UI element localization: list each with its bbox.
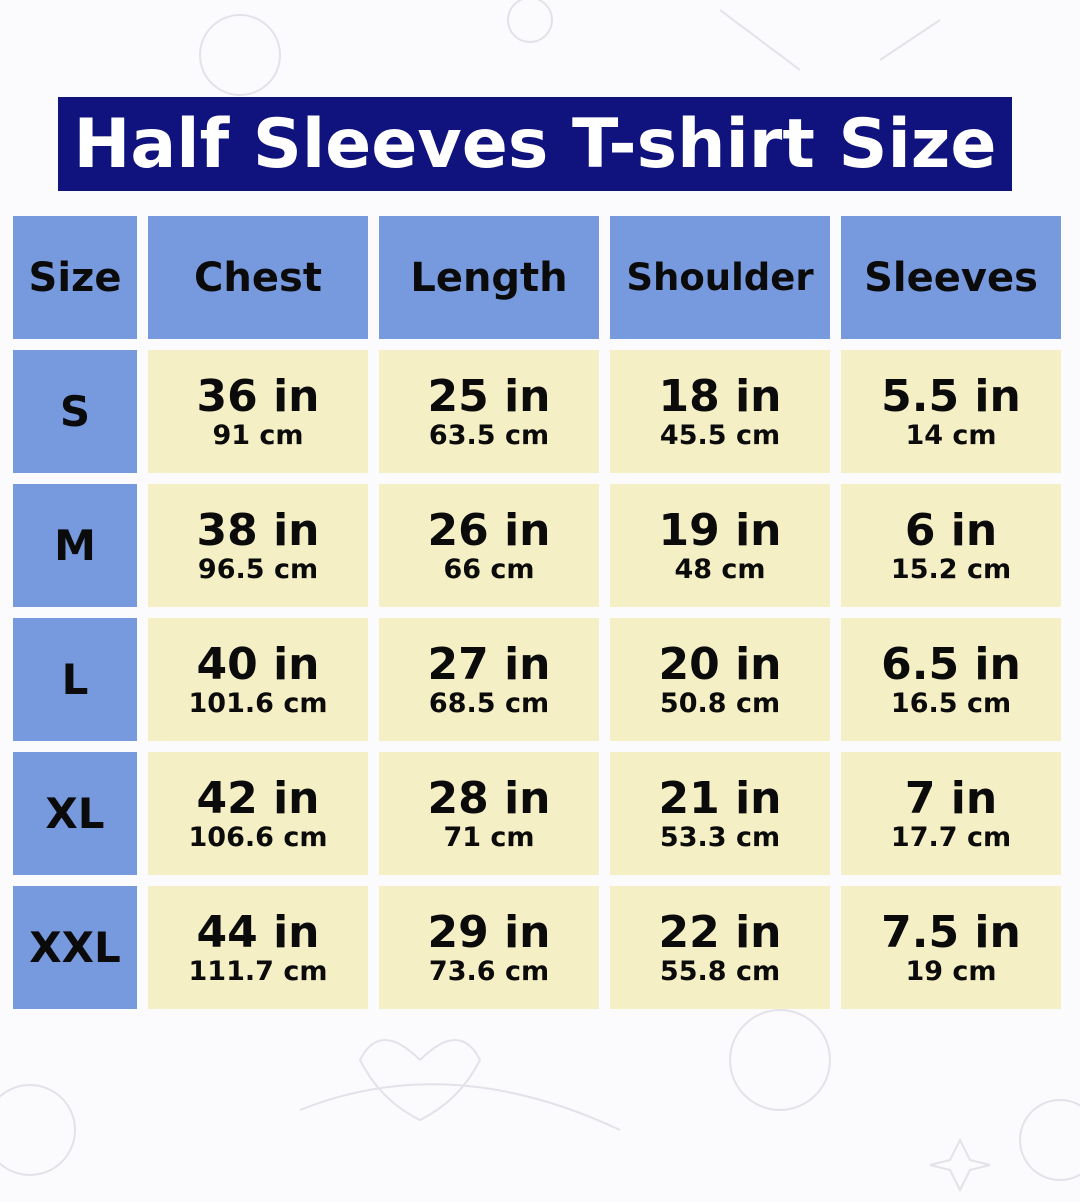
value-inches: 40 in (196, 638, 320, 690)
size-label: S (13, 350, 137, 473)
header-size: Size (13, 216, 137, 339)
value-cm: 111.7 cm (188, 955, 328, 987)
size-label: M (13, 484, 137, 607)
cell-length: 25 in 63.5 cm (379, 350, 599, 473)
value-inches: 21 in (658, 772, 782, 824)
cell-shoulder: 20 in 50.8 cm (610, 618, 830, 741)
size-chart-table: Size Chest Length Shoulder Sleeves S 36 i… (13, 216, 1061, 1009)
value-cm: 45.5 cm (659, 419, 781, 451)
value-cm: 15.2 cm (890, 553, 1012, 585)
value-cm: 91 cm (212, 419, 304, 451)
cell-chest: 44 in 111.7 cm (148, 886, 368, 1009)
value-cm: 101.6 cm (188, 687, 328, 719)
header-chest: Chest (148, 216, 368, 339)
cell-sleeves: 7.5 in 19 cm (841, 886, 1061, 1009)
value-inches: 6.5 in (881, 638, 1021, 690)
cell-sleeves: 6.5 in 16.5 cm (841, 618, 1061, 741)
value-inches: 19 in (658, 504, 782, 556)
header-shoulder: Shoulder (610, 216, 830, 339)
size-label: XL (13, 752, 137, 875)
value-inches: 6 in (904, 504, 998, 556)
cell-shoulder: 21 in 53.3 cm (610, 752, 830, 875)
value-inches: 36 in (196, 370, 320, 422)
value-cm: 53.3 cm (659, 821, 781, 853)
size-label: XXL (13, 886, 137, 1009)
cell-chest: 36 in 91 cm (148, 350, 368, 473)
value-cm: 73.6 cm (428, 955, 550, 987)
value-cm: 96.5 cm (197, 553, 319, 585)
value-cm: 68.5 cm (428, 687, 550, 719)
value-cm: 66 cm (443, 553, 535, 585)
value-inches: 27 in (427, 638, 551, 690)
value-inches: 29 in (427, 906, 551, 958)
value-cm: 55.8 cm (659, 955, 781, 987)
value-cm: 71 cm (443, 821, 535, 853)
header-length: Length (379, 216, 599, 339)
value-inches: 26 in (427, 504, 551, 556)
cell-chest: 40 in 101.6 cm (148, 618, 368, 741)
cell-length: 27 in 68.5 cm (379, 618, 599, 741)
size-label: L (13, 618, 137, 741)
value-cm: 14 cm (905, 419, 997, 451)
value-inches: 5.5 in (881, 370, 1021, 422)
page-title: Half Sleeves T-shirt Size (58, 97, 1012, 191)
cell-chest: 38 in 96.5 cm (148, 484, 368, 607)
cell-chest: 42 in 106.6 cm (148, 752, 368, 875)
value-cm: 16.5 cm (890, 687, 1012, 719)
cell-shoulder: 19 in 48 cm (610, 484, 830, 607)
value-inches: 22 in (658, 906, 782, 958)
value-inches: 25 in (427, 370, 551, 422)
value-cm: 63.5 cm (428, 419, 550, 451)
value-cm: 48 cm (674, 553, 766, 585)
value-cm: 17.7 cm (890, 821, 1012, 853)
value-inches: 28 in (427, 772, 551, 824)
cell-shoulder: 22 in 55.8 cm (610, 886, 830, 1009)
value-inches: 18 in (658, 370, 782, 422)
cell-sleeves: 5.5 in 14 cm (841, 350, 1061, 473)
value-inches: 7.5 in (881, 906, 1021, 958)
value-cm: 106.6 cm (188, 821, 328, 853)
value-cm: 50.8 cm (659, 687, 781, 719)
value-cm: 19 cm (905, 955, 997, 987)
cell-length: 28 in 71 cm (379, 752, 599, 875)
value-inches: 42 in (196, 772, 320, 824)
cell-shoulder: 18 in 45.5 cm (610, 350, 830, 473)
value-inches: 38 in (196, 504, 320, 556)
value-inches: 44 in (196, 906, 320, 958)
value-inches: 7 in (904, 772, 998, 824)
cell-sleeves: 7 in 17.7 cm (841, 752, 1061, 875)
cell-sleeves: 6 in 15.2 cm (841, 484, 1061, 607)
cell-length: 29 in 73.6 cm (379, 886, 599, 1009)
header-sleeves: Sleeves (841, 216, 1061, 339)
value-inches: 20 in (658, 638, 782, 690)
cell-length: 26 in 66 cm (379, 484, 599, 607)
